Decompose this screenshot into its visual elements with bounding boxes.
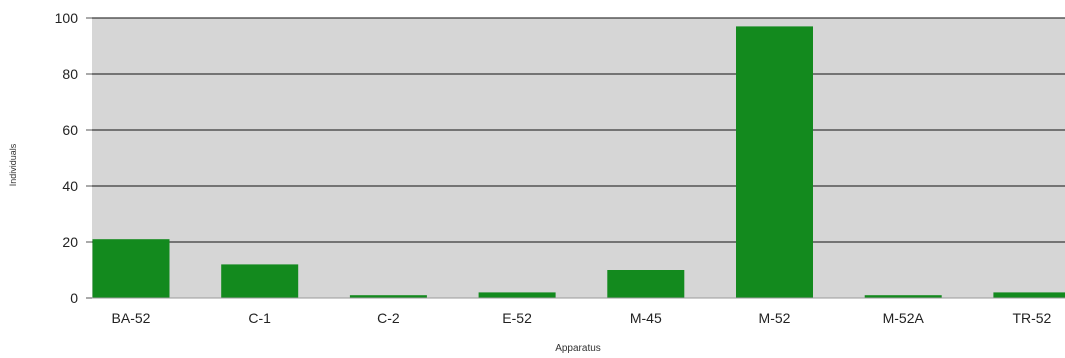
- x-axis-ticks: BA-52 C-1 C-2 E-52 M-45 M-52 M-52A TR-52: [92, 297, 1065, 326]
- x-tick-label: BA-52: [112, 310, 151, 326]
- x-tick-label: M-52A: [883, 310, 925, 326]
- x-tick-label: C-2: [377, 310, 400, 326]
- bar-series: [92, 26, 1065, 299]
- x-axis-title: Apparatus: [555, 343, 601, 354]
- bar-m-52: [736, 26, 813, 299]
- y-axis-title: Individuals: [8, 143, 18, 186]
- y-axis-ticks: 0 20 40 60 80 100: [55, 10, 92, 306]
- y-tick-label: 20: [62, 234, 78, 250]
- bar-tr-52: [993, 292, 1065, 298]
- gridlines: [92, 17, 1065, 243]
- x-tick-label: M-52: [759, 310, 791, 326]
- plot-area: [92, 18, 1065, 298]
- bar-c-2: [349, 295, 427, 298]
- x-tick-label: TR-52: [1012, 310, 1051, 326]
- bar-m-45: [607, 270, 685, 298]
- bar-ba-52: [92, 239, 170, 298]
- bar-c-1: [221, 264, 299, 298]
- bar-m-52a: [864, 295, 942, 298]
- bar-e-52: [478, 292, 556, 298]
- y-tick-label: 40: [62, 178, 78, 194]
- x-tick-label: E-52: [502, 310, 532, 326]
- x-tick-label: M-45: [630, 310, 662, 326]
- y-tick-label: 60: [62, 122, 78, 138]
- x-tick-label: C-1: [248, 310, 271, 326]
- y-tick-label: 80: [62, 66, 78, 82]
- y-tick-label: 0: [70, 290, 78, 306]
- y-tick-label: 100: [55, 10, 79, 26]
